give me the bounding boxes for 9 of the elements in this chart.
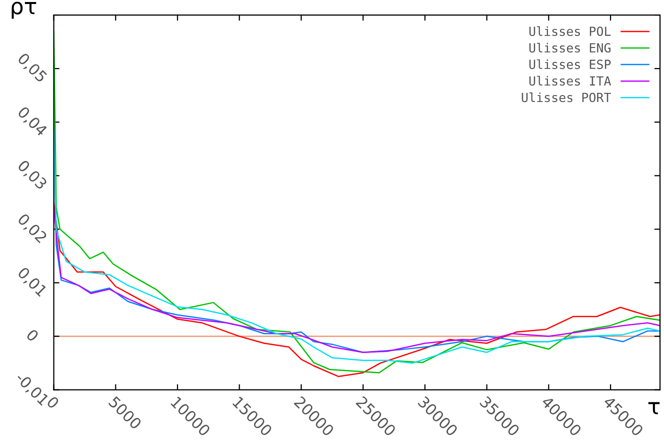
x-tick-label: 0 <box>46 396 60 410</box>
legend-label: Ulisses POL <box>529 26 611 36</box>
legend-label: Ulisses ITA <box>529 76 612 86</box>
y-tick-label: 0 <box>26 328 40 342</box>
legend-label: Ulisses ENG <box>529 42 610 53</box>
x-axis-title: τ <box>648 402 660 414</box>
y-axis-title: ρτ <box>12 2 36 19</box>
legend-label: Ulisses PORT <box>522 92 611 102</box>
legend-label: Ulisses ESP <box>529 59 611 70</box>
